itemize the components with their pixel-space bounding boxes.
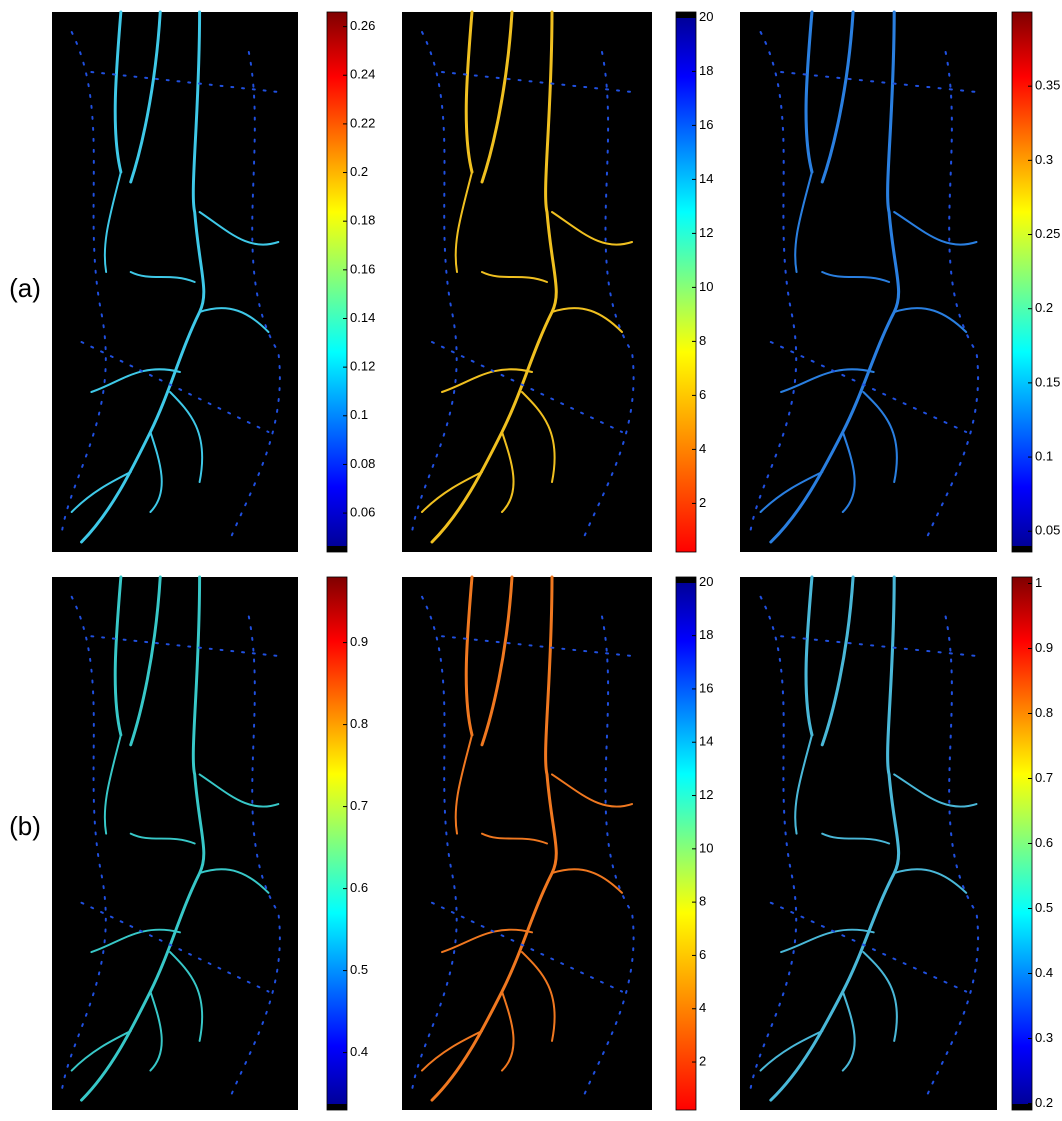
colorbar-end — [676, 577, 696, 583]
colorbar — [326, 576, 348, 1111]
tick-label: 0.6 — [1035, 835, 1053, 850]
colorbar — [675, 11, 697, 553]
tick-label: 0.7 — [350, 798, 368, 813]
tick-label: 0.12 — [350, 359, 375, 374]
colorbar-end — [1012, 546, 1032, 552]
tick-label: 0.8 — [1035, 705, 1053, 720]
tick-label: 14 — [699, 734, 713, 749]
tick-label: 0.24 — [350, 67, 375, 82]
tick-label: 0.08 — [350, 456, 375, 471]
tick-label: 0.4 — [350, 1044, 368, 1059]
tick-label: 16 — [699, 117, 713, 132]
tick-label: 0.9 — [1035, 640, 1053, 655]
tick-label: 12 — [699, 225, 713, 240]
colorbar — [675, 576, 697, 1111]
tick-label: 4 — [699, 1000, 706, 1015]
tick-label: 0.8 — [350, 716, 368, 731]
colorbar — [1011, 11, 1033, 553]
tick-label: 0.14 — [350, 310, 375, 325]
tick-label: 6 — [699, 387, 706, 402]
root-image — [402, 12, 652, 552]
tick-label: 0.35 — [1035, 78, 1060, 93]
root-image — [740, 577, 997, 1110]
tick-label: 8 — [699, 333, 706, 348]
tick-label: 0.15 — [1035, 374, 1060, 389]
tick-label: 0.2 — [350, 164, 368, 179]
colorbar-end — [676, 12, 696, 18]
tick-label: 0.5 — [1035, 900, 1053, 915]
root-image — [52, 577, 298, 1110]
tick-label: 20 — [699, 574, 713, 589]
tick-label: 2 — [699, 1053, 706, 1068]
tick-label: 0.22 — [350, 115, 375, 130]
tick-label: 0.3 — [1035, 1030, 1053, 1045]
row-label: (a) — [9, 273, 41, 303]
tick-label: 0.4 — [1035, 965, 1053, 980]
colorbar-end — [1012, 1104, 1032, 1110]
tick-label: 0.1 — [350, 407, 368, 422]
tick-label: 2 — [699, 495, 706, 510]
tick-label: 18 — [699, 627, 713, 642]
tick-label: 16 — [699, 680, 713, 695]
tick-label: 0.16 — [350, 261, 375, 276]
tick-label: 0.2 — [1035, 1095, 1053, 1110]
tick-label: 1 — [1035, 575, 1042, 590]
tick-label: 0.7 — [1035, 770, 1053, 785]
tick-label: 20 — [699, 9, 713, 24]
tick-label: 8 — [699, 894, 706, 909]
tick-label: 10 — [699, 840, 713, 855]
tick-label: 0.18 — [350, 213, 375, 228]
tick-label: 0.6 — [350, 880, 368, 895]
tick-label: 0.06 — [350, 505, 375, 520]
tick-label: 6 — [699, 947, 706, 962]
tick-label: 0.05 — [1035, 523, 1060, 538]
tick-label: 0.1 — [1035, 448, 1053, 463]
colorbar — [326, 11, 348, 553]
tick-label: 10 — [699, 279, 713, 294]
tick-label: 0.9 — [350, 634, 368, 649]
colorbar-end — [327, 546, 347, 552]
row-label: (b) — [9, 811, 41, 841]
tick-label: 0.25 — [1035, 226, 1060, 241]
tick-label: 14 — [699, 171, 713, 186]
root-image — [402, 577, 652, 1110]
tick-label: 0.5 — [350, 962, 368, 977]
root-image — [52, 12, 298, 552]
tick-label: 12 — [699, 787, 713, 802]
root-image — [740, 12, 997, 552]
colorbar-end — [327, 1104, 347, 1110]
tick-label: 4 — [699, 441, 706, 456]
tick-label: 0.2 — [1035, 300, 1053, 315]
tick-label: 18 — [699, 63, 713, 78]
tick-label: 0.26 — [350, 18, 375, 33]
tick-label: 0.3 — [1035, 152, 1053, 167]
